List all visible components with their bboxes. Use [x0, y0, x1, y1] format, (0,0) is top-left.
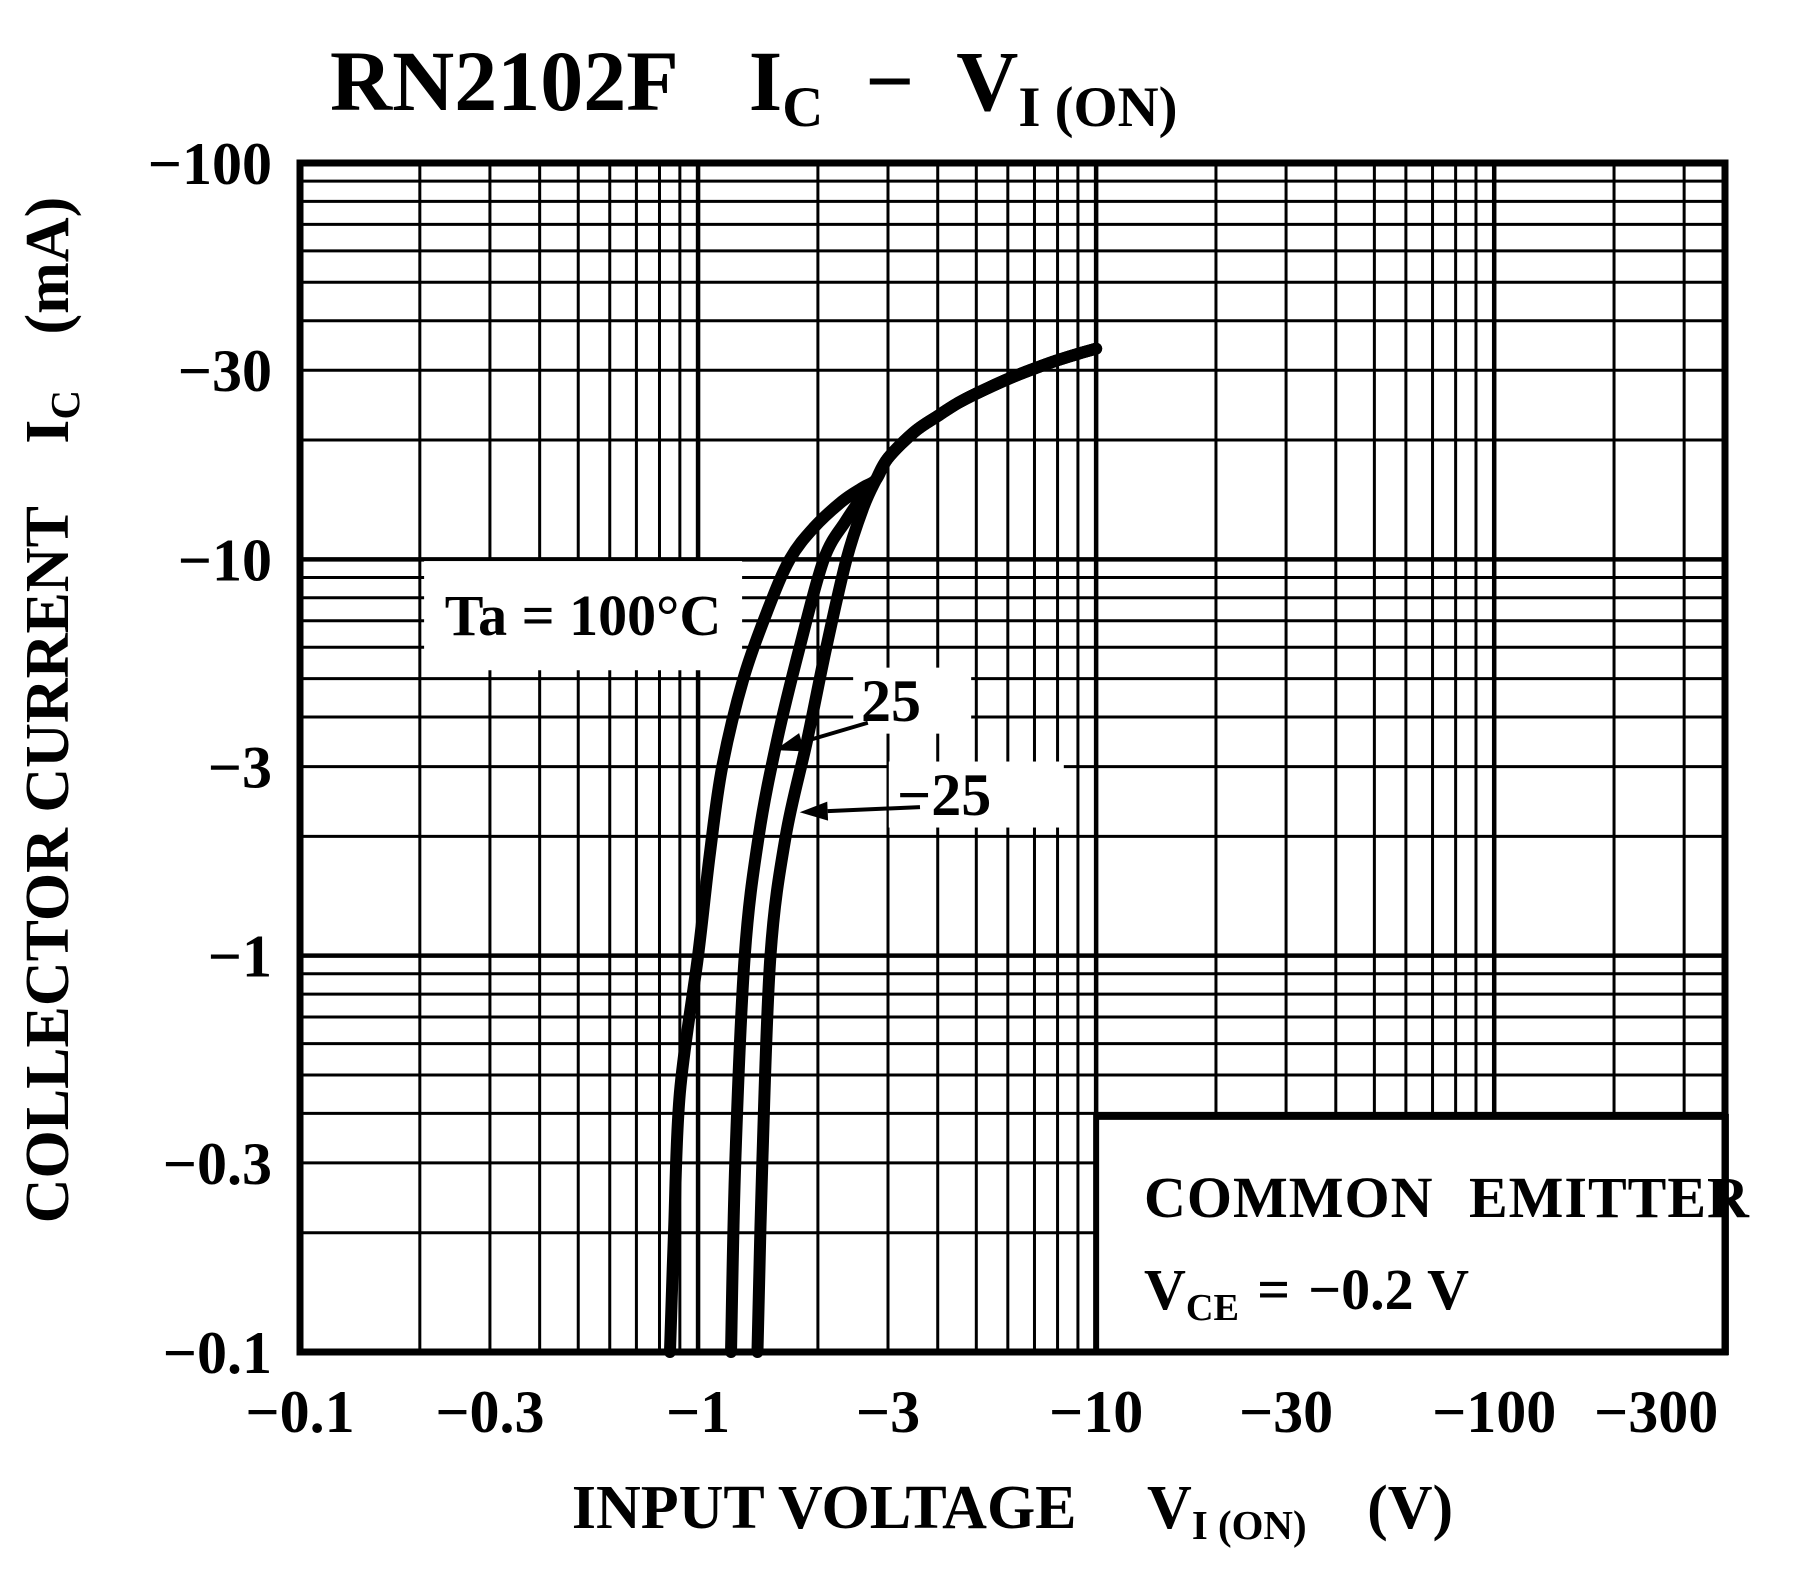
x-tick-label: −1: [666, 1379, 730, 1445]
y-tick-label: −10: [178, 527, 272, 593]
y-tick-label: −1: [208, 924, 272, 990]
x-axis-unit: (V): [1367, 1474, 1454, 1542]
y-tick-label: −3: [208, 735, 272, 801]
x-tick-label: −0.1: [245, 1379, 354, 1445]
x-tick-label: −300: [1594, 1379, 1718, 1445]
label-arrow-head: [799, 801, 829, 821]
label-arrow-head: [774, 733, 805, 752]
x-axis-label: INPUT VOLTAGE: [571, 1474, 1077, 1542]
condition-box: COMMON EMITTER VCE = −0.2 V: [1144, 1165, 1750, 1329]
y-tick-label: −0.1: [163, 1320, 272, 1386]
x-tick-label: −100: [1432, 1379, 1556, 1445]
y-tick-label: −100: [148, 131, 272, 197]
ta-label-backdrop: [424, 561, 743, 671]
plot-frame: [296, 159, 1729, 1356]
curve-label-25: 25: [861, 668, 921, 734]
curve-label-backdrop: [888, 761, 1064, 828]
y-axis-unit: (mA): [14, 196, 82, 335]
x-tick-label: −10: [1049, 1379, 1143, 1445]
title-dash: −: [865, 33, 915, 129]
x-tick-label: −30: [1239, 1379, 1333, 1445]
x-axis-symbol: VI (ON): [1147, 1474, 1307, 1549]
y-axis-symbol: IC: [14, 390, 89, 444]
y-tick-label: −0.3: [163, 1131, 272, 1197]
label-arrow-line: [827, 805, 921, 814]
curve-label-backdrop: [853, 667, 972, 734]
y-axis-title: COLLECTOR CURRENT IC (mA): [8, 120, 95, 1300]
condition-vce: VCE = −0.2 V: [1144, 1257, 1470, 1329]
y-axis-label: COLLECTOR CURRENT: [14, 507, 82, 1224]
x-tick-label: −0.3: [435, 1379, 544, 1445]
condition-box-frame: [1093, 1113, 1729, 1355]
temperature-label-100c: Ta = 100°C: [444, 582, 722, 648]
label-arrow-line: [801, 720, 869, 745]
device-name: RN2102F: [330, 33, 679, 129]
curve-ta-minus-25: [751, 342, 1103, 1358]
curve-label-minus-25: −25: [897, 762, 992, 828]
chart-title: RN2102F IC − VI (ON): [330, 33, 1178, 139]
title-ic-symbol: IC: [748, 33, 824, 139]
condition-common-emitter: COMMON EMITTER: [1144, 1165, 1750, 1230]
y-tick-label: −30: [178, 338, 272, 404]
x-tick-label: −3: [856, 1379, 920, 1445]
title-vi-symbol: VI (ON): [956, 33, 1178, 139]
x-axis-title: INPUT VOLTAGE VI (ON) (V): [300, 1468, 1725, 1555]
